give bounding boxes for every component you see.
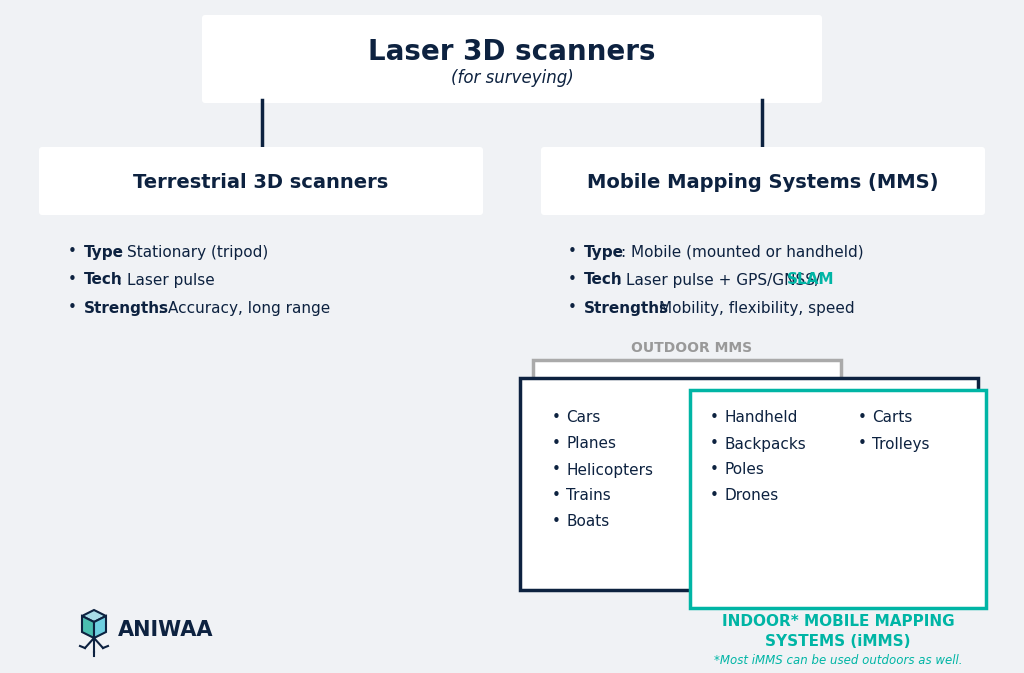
Text: •: • <box>568 244 577 260</box>
Text: Tech: Tech <box>84 273 123 287</box>
Text: •: • <box>68 301 77 316</box>
Text: •: • <box>710 411 719 425</box>
Text: •: • <box>552 514 561 530</box>
Text: *Most iMMS can be used outdoors as well.: *Most iMMS can be used outdoors as well. <box>714 653 963 666</box>
Text: •: • <box>68 244 77 260</box>
Text: Type: Type <box>584 244 624 260</box>
Text: : Mobile (mounted or handheld): : Mobile (mounted or handheld) <box>621 244 863 260</box>
Text: : Laser pulse + GPS/GNSS/: : Laser pulse + GPS/GNSS/ <box>616 273 820 287</box>
Polygon shape <box>82 616 94 638</box>
Text: Strengths: Strengths <box>84 301 169 316</box>
Text: •: • <box>552 462 561 478</box>
Polygon shape <box>94 616 106 638</box>
Text: Backpacks: Backpacks <box>724 437 806 452</box>
Bar <box>534 360 841 568</box>
Text: : Accuracy, long range: : Accuracy, long range <box>158 301 330 316</box>
Text: Strengths: Strengths <box>584 301 669 316</box>
Text: •: • <box>858 437 867 452</box>
Text: •: • <box>552 437 561 452</box>
Text: Type: Type <box>84 244 124 260</box>
Text: Handheld: Handheld <box>724 411 798 425</box>
Text: SYSTEMS (iMMS): SYSTEMS (iMMS) <box>765 635 910 649</box>
Text: OUTDOOR MMS: OUTDOOR MMS <box>632 341 753 355</box>
Text: •: • <box>858 411 867 425</box>
Text: : Laser pulse: : Laser pulse <box>117 273 215 287</box>
Bar <box>690 390 986 608</box>
Text: •: • <box>710 462 719 478</box>
Text: •: • <box>568 301 577 316</box>
Text: (for surveying): (for surveying) <box>451 69 573 87</box>
FancyBboxPatch shape <box>541 147 985 215</box>
Text: Helicopters: Helicopters <box>566 462 653 478</box>
Text: Cars: Cars <box>566 411 600 425</box>
FancyBboxPatch shape <box>39 147 483 215</box>
Text: Trolleys: Trolleys <box>872 437 930 452</box>
Text: •: • <box>552 489 561 503</box>
Text: Drones: Drones <box>724 489 778 503</box>
Text: Trains: Trains <box>566 489 610 503</box>
Text: : Stationary (tripod): : Stationary (tripod) <box>117 244 268 260</box>
Text: INDOOR* MOBILE MAPPING: INDOOR* MOBILE MAPPING <box>722 614 954 629</box>
Text: Boats: Boats <box>566 514 609 530</box>
Text: Tech: Tech <box>584 273 623 287</box>
Text: •: • <box>710 437 719 452</box>
Text: Mobile Mapping Systems (MMS): Mobile Mapping Systems (MMS) <box>587 174 939 192</box>
Text: •: • <box>568 273 577 287</box>
Text: SLAM: SLAM <box>787 273 835 287</box>
Text: Laser 3D scanners: Laser 3D scanners <box>369 38 655 66</box>
Text: Poles: Poles <box>724 462 764 478</box>
FancyBboxPatch shape <box>202 15 822 103</box>
Polygon shape <box>82 610 106 622</box>
Text: •: • <box>552 411 561 425</box>
Text: Carts: Carts <box>872 411 912 425</box>
Text: ANIWAA: ANIWAA <box>118 620 213 640</box>
Bar <box>520 378 978 590</box>
Text: Planes: Planes <box>566 437 616 452</box>
Text: : Mobility, flexibility, speed: : Mobility, flexibility, speed <box>649 301 855 316</box>
Text: Terrestrial 3D scanners: Terrestrial 3D scanners <box>133 174 389 192</box>
Text: •: • <box>710 489 719 503</box>
Text: •: • <box>68 273 77 287</box>
